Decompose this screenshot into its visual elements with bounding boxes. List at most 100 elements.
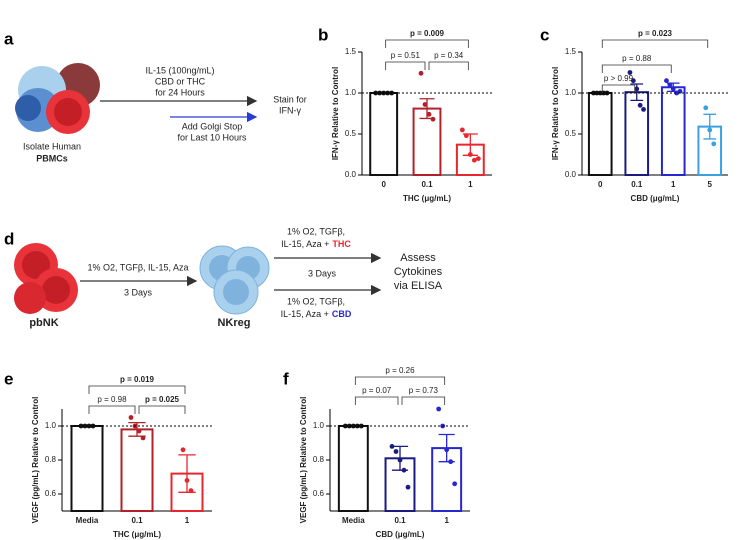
diagram-text: via ELISA bbox=[394, 280, 443, 292]
y-tick-label: 0.5 bbox=[345, 129, 357, 138]
diagram-text: CBD or THC bbox=[155, 76, 206, 86]
panel-letter: d bbox=[4, 229, 14, 248]
diagram-text: pbNK bbox=[29, 317, 58, 329]
p-value: p = 0.023 bbox=[638, 29, 673, 38]
significance-bracket bbox=[428, 61, 469, 70]
p-value: p = 0.26 bbox=[385, 366, 415, 375]
data-point bbox=[354, 423, 360, 429]
significance-bracket bbox=[601, 39, 709, 48]
diagram-text: IL-15, Aza + bbox=[281, 239, 329, 249]
y-axis-label: IFN-γ Relative to Control bbox=[551, 67, 560, 160]
diagram-text: 1% O2, TGFβ, IL-15, Aza bbox=[87, 262, 188, 272]
data-point bbox=[641, 107, 646, 112]
data-point bbox=[436, 406, 442, 412]
data-point bbox=[467, 152, 473, 157]
data-point bbox=[426, 111, 432, 117]
x-tick-label: 1 bbox=[671, 180, 676, 189]
p-value: p = 0.025 bbox=[145, 395, 180, 404]
y-tick-label: 0.0 bbox=[565, 170, 577, 179]
diagram-text: 1% O2, TGFβ, bbox=[287, 226, 345, 236]
y-tick-label: 1.0 bbox=[345, 88, 357, 97]
data-point bbox=[459, 127, 465, 133]
p-value: p = 0.73 bbox=[409, 386, 439, 395]
panel-letter: b bbox=[318, 25, 328, 44]
data-point bbox=[707, 127, 713, 133]
x-axis-label: CBD (μg/mL) bbox=[631, 194, 680, 203]
diagram-text: IFN-γ bbox=[279, 105, 301, 115]
data-point bbox=[78, 423, 84, 429]
panel-letter: e bbox=[4, 369, 13, 388]
data-point bbox=[405, 484, 411, 490]
p-value: p = 0.019 bbox=[120, 375, 155, 384]
bar bbox=[587, 92, 613, 176]
x-tick-label: 5 bbox=[708, 180, 713, 189]
bar bbox=[624, 91, 650, 176]
x-tick-label: 0.1 bbox=[421, 180, 433, 189]
data-point bbox=[140, 435, 146, 441]
significance-bracket bbox=[88, 385, 186, 394]
x-tick-label: 0 bbox=[381, 180, 386, 189]
diagram-text: IL-15, Aza + bbox=[281, 309, 329, 319]
data-point bbox=[475, 156, 481, 162]
nkreg-cells bbox=[199, 245, 270, 315]
data-point bbox=[627, 70, 633, 75]
y-axis-label: IFN-γ Relative to Control bbox=[331, 67, 340, 160]
diagram-text: IL-15 (100ng/mL) bbox=[145, 65, 214, 75]
data-point bbox=[188, 488, 194, 493]
bar bbox=[120, 428, 154, 512]
p-value: p = 0.07 bbox=[362, 386, 392, 395]
p-value: p = 0.34 bbox=[434, 51, 464, 60]
data-point bbox=[184, 478, 190, 483]
data-point bbox=[350, 423, 356, 429]
y-tick-label: 0.0 bbox=[345, 170, 357, 179]
data-point bbox=[448, 459, 454, 465]
diagram-text: for Last 10 Hours bbox=[177, 132, 247, 142]
x-tick-label: Media bbox=[342, 516, 365, 525]
x-tick-label: 0 bbox=[598, 180, 603, 189]
x-tick-label: 1 bbox=[468, 180, 473, 189]
diagram-text: 3 Days bbox=[308, 268, 337, 278]
bar bbox=[337, 425, 369, 512]
significance-bracket bbox=[385, 61, 426, 70]
y-tick-label: 1.5 bbox=[565, 47, 577, 56]
data-point bbox=[418, 70, 424, 76]
significance-bracket bbox=[601, 84, 636, 93]
x-tick-label: 0.1 bbox=[394, 516, 406, 525]
significance-bracket bbox=[138, 405, 186, 414]
data-point bbox=[90, 423, 96, 429]
data-point bbox=[463, 133, 469, 139]
error-bar bbox=[703, 113, 717, 140]
diagram-text: IL-15, Aza + THC bbox=[281, 239, 351, 249]
x-tick-label: 1 bbox=[444, 516, 449, 525]
x-tick-label: 1 bbox=[185, 516, 190, 525]
data-point bbox=[634, 86, 640, 92]
y-axis-label: VEGF (pg/mL) Relative to Control bbox=[299, 397, 308, 524]
significance-bracket bbox=[88, 405, 136, 414]
y-tick-label: 0.8 bbox=[45, 455, 57, 464]
panel-letter: a bbox=[4, 29, 14, 48]
diagram-text: 1% O2, TGFβ, bbox=[287, 296, 345, 306]
diagram-text: Cytokines bbox=[394, 266, 443, 278]
bar bbox=[70, 425, 104, 512]
data-point bbox=[430, 116, 436, 122]
diagram-text: Isolate Human bbox=[23, 141, 81, 151]
p-value: p > 0.99 bbox=[604, 74, 634, 83]
panel-letter: c bbox=[540, 25, 549, 44]
data-point bbox=[180, 447, 186, 453]
significance-bracket bbox=[354, 376, 446, 385]
x-axis-label: THC (μg/mL) bbox=[403, 194, 451, 203]
bar bbox=[369, 92, 399, 176]
data-point bbox=[703, 105, 709, 111]
data-point bbox=[136, 428, 142, 434]
data-point bbox=[82, 423, 88, 429]
data-point bbox=[401, 467, 407, 473]
diagram-text: Stain for bbox=[273, 94, 307, 104]
data-point bbox=[630, 78, 636, 84]
y-tick-label: 1.0 bbox=[313, 421, 325, 430]
data-point bbox=[711, 141, 717, 147]
pbnk-cells bbox=[14, 243, 78, 314]
p-value: p = 0.009 bbox=[410, 29, 445, 38]
significance-bracket bbox=[385, 39, 469, 48]
data-point bbox=[664, 78, 669, 84]
